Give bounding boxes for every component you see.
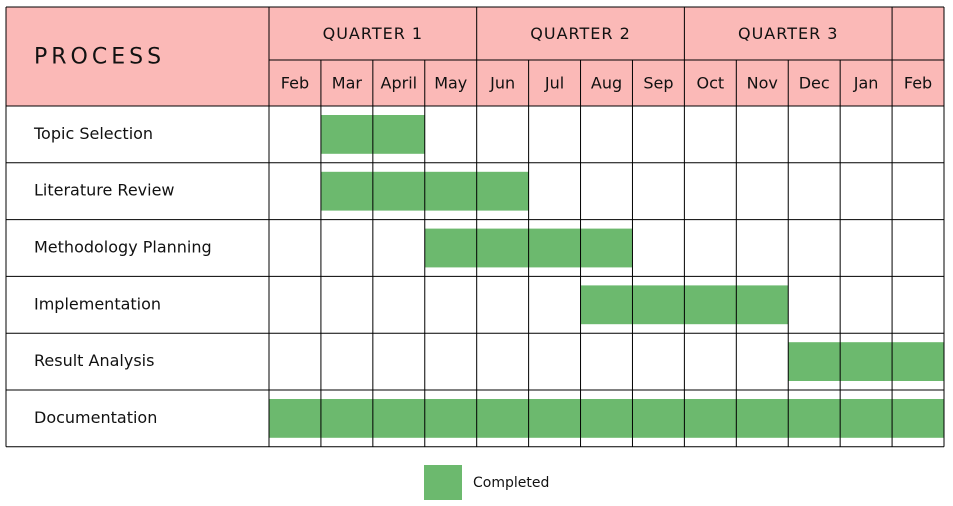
month-header-jul-5: Jul [544, 74, 564, 93]
month-header-oct-8: Oct [697, 74, 725, 93]
quarter-header-1: QUARTER 1 [323, 24, 423, 43]
legend-label-completed: Completed [473, 474, 550, 491]
quarter-header-2: QUARTER 2 [530, 24, 630, 43]
legend: Completed [424, 465, 549, 500]
task-bar-6 [269, 399, 944, 438]
month-header-sep-7: Sep [643, 74, 673, 93]
month-header-april-2: April [381, 74, 418, 93]
task-label-2: Literature Review [34, 181, 175, 200]
task-label-4: Implementation [34, 294, 161, 313]
month-header-jan-11: Jan [853, 74, 879, 93]
header-background [6, 7, 944, 106]
month-header-may-3: May [434, 74, 467, 93]
task-label-3: Methodology Planning [34, 238, 212, 257]
month-header-aug-6: Aug [591, 74, 622, 93]
task-label-5: Result Analysis [34, 351, 154, 370]
month-header-mar-1: Mar [332, 74, 363, 93]
legend-swatch-completed [424, 465, 462, 500]
month-header-feb-0: Feb [281, 74, 309, 93]
task-bar-5 [788, 342, 944, 381]
task-label-6: Documentation [34, 408, 157, 427]
task-label-1: Topic Selection [33, 124, 153, 143]
quarter-header-3: QUARTER 3 [738, 24, 838, 43]
month-header-dec-10: Dec [799, 74, 830, 93]
month-header-jun-4: Jun [489, 74, 515, 93]
month-header-feb-12: Feb [904, 74, 932, 93]
gantt-chart: QUARTER 1 QUARTER 2 QUARTER 3 Feb Mar April Ma… [5, 6, 945, 448]
process-title: PROCESS [34, 45, 165, 70]
month-header-nov-9: Nov [747, 74, 778, 93]
